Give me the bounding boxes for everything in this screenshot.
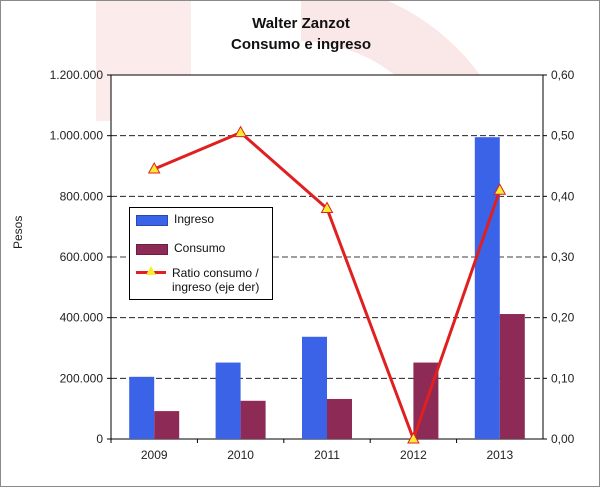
x-tick-label: 2009 xyxy=(141,448,168,462)
bar-ingreso-2009 xyxy=(129,376,155,439)
ratio-point-2011 xyxy=(320,201,334,213)
legend-swatch-consumo xyxy=(136,244,168,255)
legend-label-ratio-line1: Ratio consumo / xyxy=(172,266,259,280)
y-tick-label: 800.000 xyxy=(60,189,104,203)
y2-tick-label: 0,40 xyxy=(551,189,575,203)
y-tick-label: 1.200.000 xyxy=(50,68,104,82)
x-tick-label: 2013 xyxy=(486,448,513,462)
ratio-line xyxy=(147,125,507,444)
chart-title: Walter Zanzot xyxy=(252,15,350,32)
legend-item-ingreso: Ingreso xyxy=(136,212,214,226)
bar-ingreso-2010 xyxy=(215,362,241,439)
legend-swatch-ingreso xyxy=(136,215,168,226)
ratio-point-2009 xyxy=(147,161,161,174)
bar-ingreso-2013 xyxy=(474,137,500,439)
bar-consumo-2013 xyxy=(499,314,525,439)
y2-tick-label: 0,60 xyxy=(551,68,575,82)
bars xyxy=(129,137,525,439)
y-tick-label: 600.000 xyxy=(60,250,104,264)
y2-tick-label: 0,10 xyxy=(551,371,575,385)
y-tick-label: 400.000 xyxy=(60,311,104,325)
y-axis-right: 0,00 0,10 0,20 0,30 0,40 0,50 0,60 xyxy=(543,68,575,446)
legend-label-consumo: Consumo xyxy=(174,241,226,255)
ratio-point-2010 xyxy=(234,125,247,138)
bar-consumo-2011 xyxy=(327,398,352,439)
legend-label-ratio: Ratio consumo / ingreso (eje der) xyxy=(172,266,259,294)
x-tick-label: 2012 xyxy=(400,448,427,462)
y2-tick-label: 0,50 xyxy=(551,129,575,143)
x-axis: 2009 2010 2011 2012 2013 xyxy=(110,439,513,462)
y-tick-label: 0 xyxy=(96,432,103,446)
y-tick-label: 200.000 xyxy=(60,371,104,385)
legend: Ingreso Consumo Ratio consumo / ingreso … xyxy=(129,207,273,300)
y2-tick-label: 0,20 xyxy=(551,311,575,325)
bar-consumo-2009 xyxy=(154,411,180,439)
bar-consumo-2010 xyxy=(240,400,266,439)
y-axis-left: 0 200.000 400.000 600.000 800.000 1.000.000 1.… xyxy=(50,68,111,446)
bar-ingreso-2011 xyxy=(302,336,327,439)
legend-item-consumo: Consumo xyxy=(136,241,225,255)
y-tick-label: 1.000.000 xyxy=(50,129,104,143)
ratio-point-2012 xyxy=(407,431,420,444)
x-tick-label: 2010 xyxy=(227,448,254,462)
ratio-point-2013 xyxy=(493,183,507,195)
legend-line-marker-icon xyxy=(136,266,166,278)
legend-item-ratio: Ratio consumo / ingreso (eje der) xyxy=(136,266,259,294)
legend-label-ingreso: Ingreso xyxy=(174,212,215,226)
chart-subtitle: Consumo e ingreso xyxy=(230,36,372,53)
y-axis-label: Pesos xyxy=(11,215,25,249)
x-tick-label: 2011 xyxy=(314,448,340,462)
y2-tick-label: 0,30 xyxy=(551,250,575,264)
legend-label-ratio-line2: ingreso (eje der) xyxy=(172,280,260,294)
y2-tick-label: 0,00 xyxy=(551,432,575,446)
